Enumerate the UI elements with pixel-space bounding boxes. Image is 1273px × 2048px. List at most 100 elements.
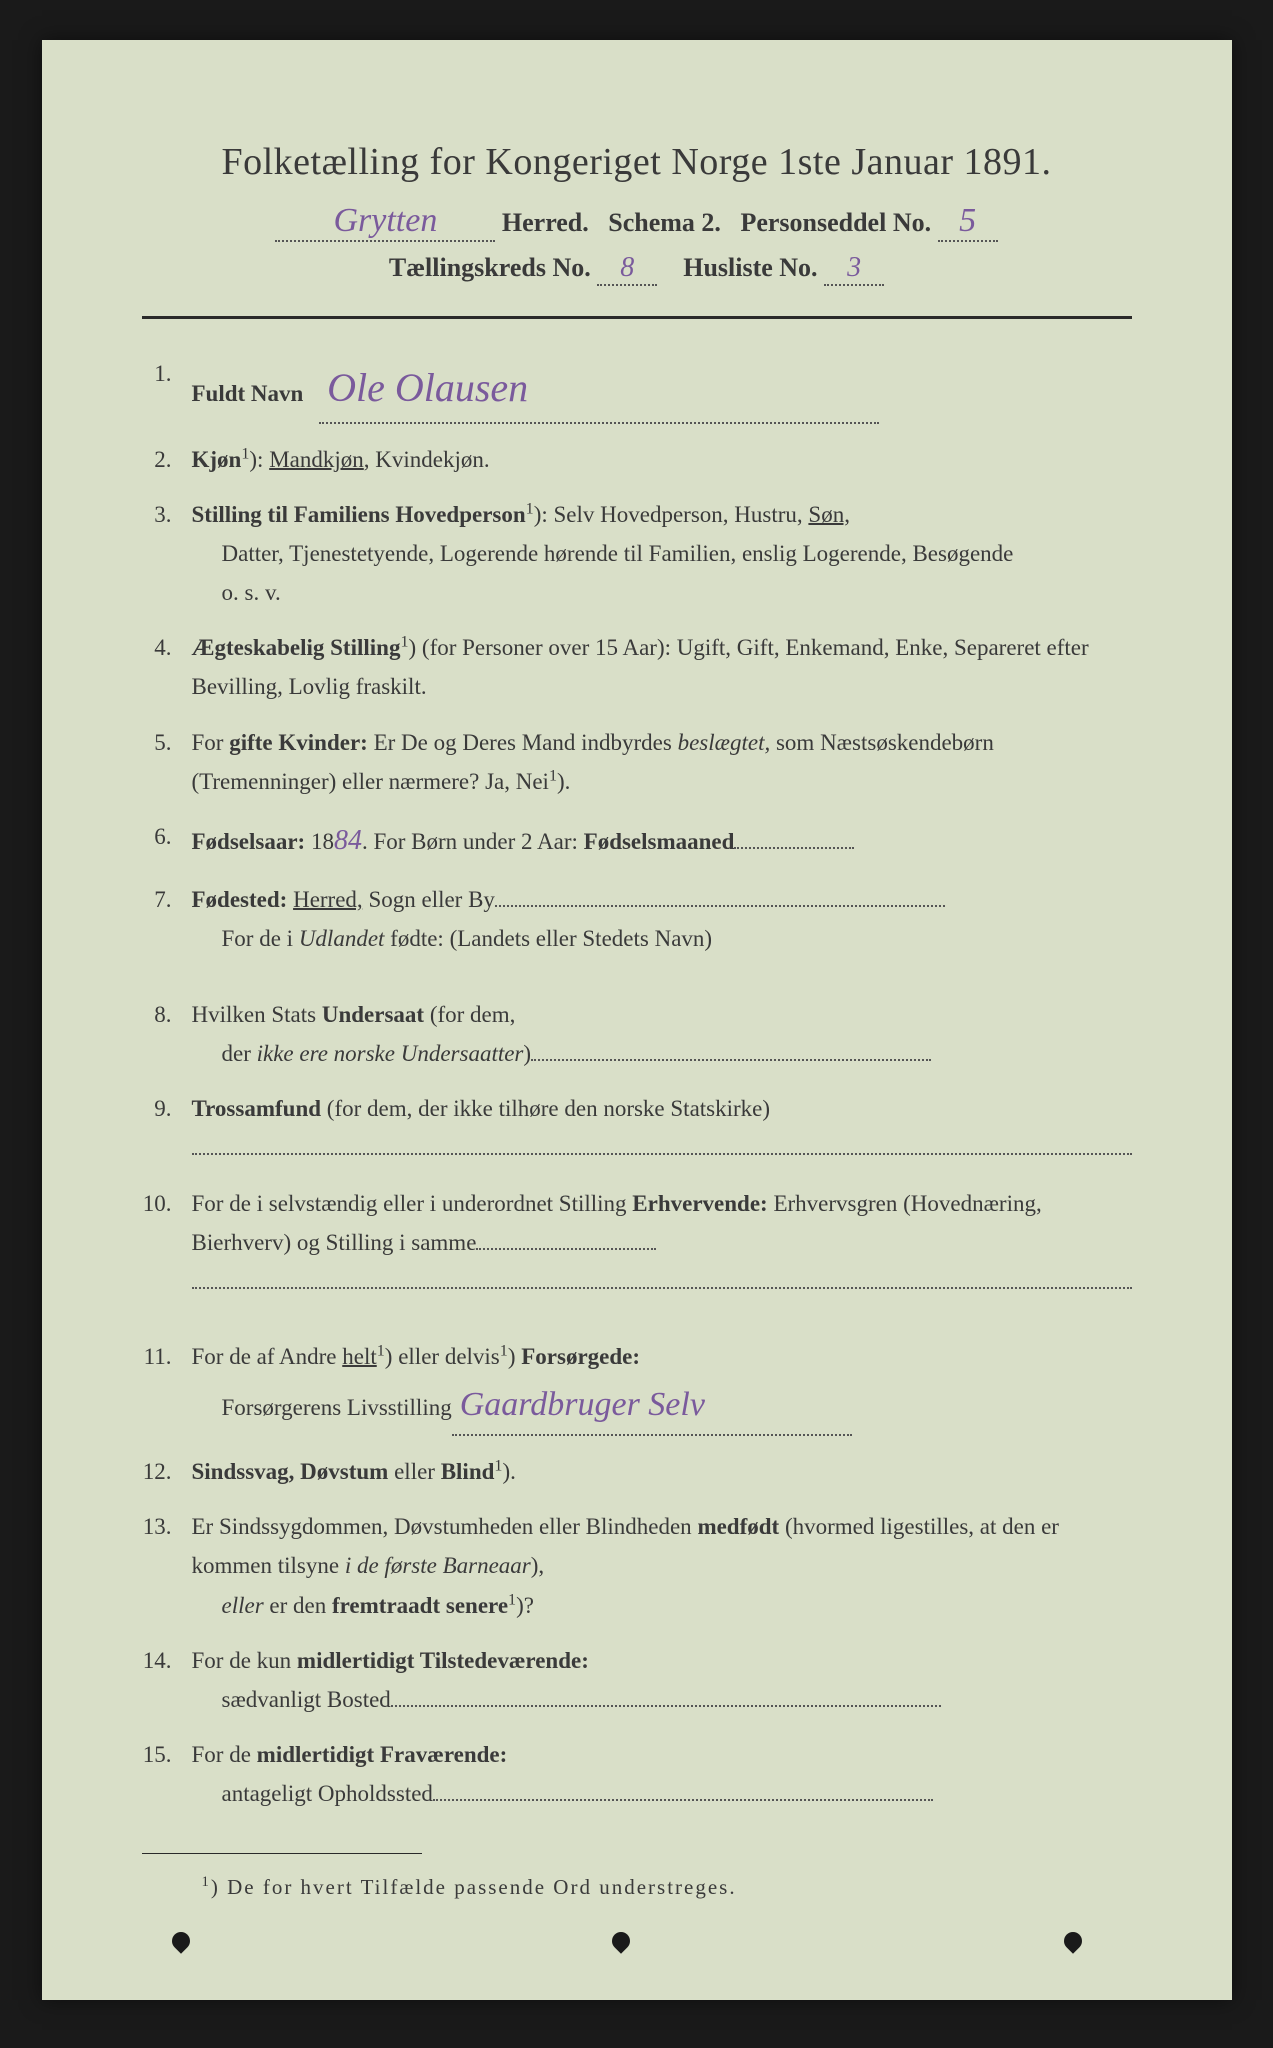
sup: 1 bbox=[400, 634, 408, 651]
personseddel-value: 5 bbox=[959, 202, 976, 240]
line2: antageligt Opholdssted bbox=[192, 1774, 1132, 1813]
label: Sindssvag, Døvstum bbox=[192, 1459, 389, 1484]
provider-value: Gaardbruger Selv bbox=[460, 1376, 705, 1434]
text1: For de i selvstændig eller i underordnet… bbox=[192, 1191, 633, 1216]
item-content: Fødested: Herred, Sogn eller By For de i… bbox=[192, 880, 1132, 958]
name-field: Ole Olausen bbox=[319, 354, 879, 424]
husliste-field: 3 bbox=[824, 252, 884, 286]
item-num: 5. bbox=[142, 723, 192, 801]
item-content: For de i selvstændig eller i underordnet… bbox=[192, 1184, 1132, 1302]
pin-icon bbox=[1060, 1928, 1085, 1953]
label: medfødt bbox=[697, 1514, 779, 1539]
text4: Forsørgerens Livsstilling bbox=[222, 1395, 452, 1420]
header-line-1: Grytten Herred. Schema 2. Personseddel N… bbox=[142, 202, 1132, 242]
label: midlertidigt Tilstedeværende: bbox=[297, 1648, 589, 1673]
label: Kjøn bbox=[192, 447, 242, 472]
month-field bbox=[734, 847, 854, 849]
item-content: Stilling til Familiens Hovedperson1): Se… bbox=[192, 495, 1132, 612]
pin-icon bbox=[168, 1928, 193, 1953]
field bbox=[433, 1799, 933, 1801]
item-content: For gifte Kvinder: Er De og Deres Mand i… bbox=[192, 723, 1132, 801]
item-6: 6. Fødselsaar: 1884. For Børn under 2 Aa… bbox=[142, 817, 1132, 865]
form-title: Folketælling for Kongeriget Norge 1ste J… bbox=[142, 140, 1132, 184]
underlined: Herred, bbox=[293, 887, 363, 912]
text1: ): Selv Hovedperson, Hustru, bbox=[534, 502, 809, 527]
text3: ) bbox=[508, 1344, 521, 1369]
line2: Datter, Tjenestetyende, Logerende hørend… bbox=[192, 534, 1132, 573]
item-num: 7. bbox=[142, 880, 192, 958]
item-content: For de af Andre helt1) eller delvis1) Fo… bbox=[192, 1337, 1132, 1436]
husliste-value: 3 bbox=[847, 252, 861, 283]
label2: fremtraadt senere bbox=[332, 1593, 508, 1618]
herred-label: Herred. bbox=[502, 208, 589, 237]
pin-icon bbox=[608, 1928, 633, 1953]
herred-field: Grytten bbox=[275, 202, 495, 242]
sup: 1 bbox=[549, 767, 557, 784]
label: Undersaat bbox=[322, 1002, 424, 1027]
label: Erhvervende: bbox=[632, 1191, 767, 1216]
text: Sogn eller By bbox=[363, 887, 495, 912]
line2: eller er den fremtraadt senere1)? bbox=[192, 1586, 1132, 1625]
text3: fødte: (Landets eller Stedets Navn) bbox=[384, 926, 712, 951]
item-14: 14. For de kun midlertidigt Tilstedevære… bbox=[142, 1641, 1132, 1719]
underlined: Søn, bbox=[808, 502, 850, 527]
label: midlertidigt Fraværende: bbox=[257, 1742, 508, 1767]
item-num: 11. bbox=[142, 1337, 192, 1436]
year-value: 84 bbox=[334, 825, 362, 856]
schema-label: Schema 2. bbox=[608, 208, 721, 237]
item-num: 3. bbox=[142, 495, 192, 612]
herred-value: Grytten bbox=[333, 202, 437, 240]
label2: Fødselsmaaned bbox=[584, 829, 735, 854]
label: gifte Kvinder: bbox=[229, 730, 368, 755]
year-prefix: 18 bbox=[305, 829, 334, 854]
item-10: 10. For de i selvstændig eller i underor… bbox=[142, 1184, 1132, 1302]
taellingskreds-field: 8 bbox=[597, 252, 657, 286]
item-15: 15. For de midlertidigt Fraværende: anta… bbox=[142, 1735, 1132, 1813]
item-num: 15. bbox=[142, 1735, 192, 1813]
item-content: Hvilken Stats Undersaat (for dem, der ik… bbox=[192, 995, 1132, 1073]
line2: der ikke ere norske Undersaatter) bbox=[192, 1034, 1132, 1073]
census-form-page: Folketælling for Kongeriget Norge 1ste J… bbox=[42, 40, 1232, 2000]
item-num: 8. bbox=[142, 995, 192, 1073]
text1: For de bbox=[192, 1742, 257, 1767]
label: Fødselsaar: bbox=[192, 829, 306, 854]
item-8: 8. Hvilken Stats Undersaat (for dem, der… bbox=[142, 995, 1132, 1073]
italic1: beslægtet, bbox=[678, 730, 771, 755]
sup2: 1 bbox=[500, 1343, 508, 1360]
label: Stilling til Familiens Hovedperson bbox=[192, 502, 526, 527]
text: . For Børn under 2 Aar: bbox=[362, 829, 584, 854]
text5: )? bbox=[516, 1593, 534, 1618]
item-num: 4. bbox=[142, 628, 192, 706]
underlined: helt bbox=[342, 1344, 377, 1369]
item-num: 2. bbox=[142, 440, 192, 479]
husliste-label: Husliste No. bbox=[683, 253, 817, 282]
label2: Blind bbox=[441, 1459, 495, 1484]
footnote-divider bbox=[142, 1853, 422, 1854]
item-2: 2. Kjøn1): Mandkjøn, Kvindekjøn. bbox=[142, 440, 1132, 479]
item-content: Fødselsaar: 1884. For Børn under 2 Aar: … bbox=[192, 817, 1132, 865]
item-4: 4. Ægteskabelig Stilling1) (for Personer… bbox=[142, 628, 1132, 706]
italic: Udlandet bbox=[299, 926, 385, 951]
spacer bbox=[142, 1317, 1132, 1337]
item-3: 3. Stilling til Familiens Hovedperson1):… bbox=[142, 495, 1132, 612]
text4: ) bbox=[523, 1041, 531, 1066]
text: eller bbox=[388, 1459, 440, 1484]
item-content: Sindssvag, Døvstum eller Blind1). bbox=[192, 1452, 1132, 1491]
text1: Er Sindssygdommen, Døvstumheden eller Bl… bbox=[192, 1514, 698, 1539]
field bbox=[192, 1128, 1132, 1156]
text2: sædvanligt Bosted bbox=[222, 1687, 391, 1712]
label: Trossamfund bbox=[192, 1096, 322, 1121]
text3: ), bbox=[531, 1553, 544, 1578]
item-content: Fuldt Navn Ole Olausen bbox=[192, 354, 1132, 424]
item-num: 1. bbox=[142, 354, 192, 424]
item-13: 13. Er Sindssygdommen, Døvstumheden elle… bbox=[142, 1507, 1132, 1624]
sup: 1 bbox=[508, 1591, 516, 1608]
item-num: 12. bbox=[142, 1452, 192, 1491]
field bbox=[391, 1705, 941, 1707]
text2: (for dem, bbox=[424, 1002, 515, 1027]
pre: For bbox=[192, 730, 230, 755]
field2 bbox=[192, 1262, 1132, 1290]
label: Ægteskabelig Stilling bbox=[192, 635, 401, 660]
field bbox=[531, 1059, 931, 1061]
item-12: 12. Sindssvag, Døvstum eller Blind1). bbox=[142, 1452, 1132, 1491]
